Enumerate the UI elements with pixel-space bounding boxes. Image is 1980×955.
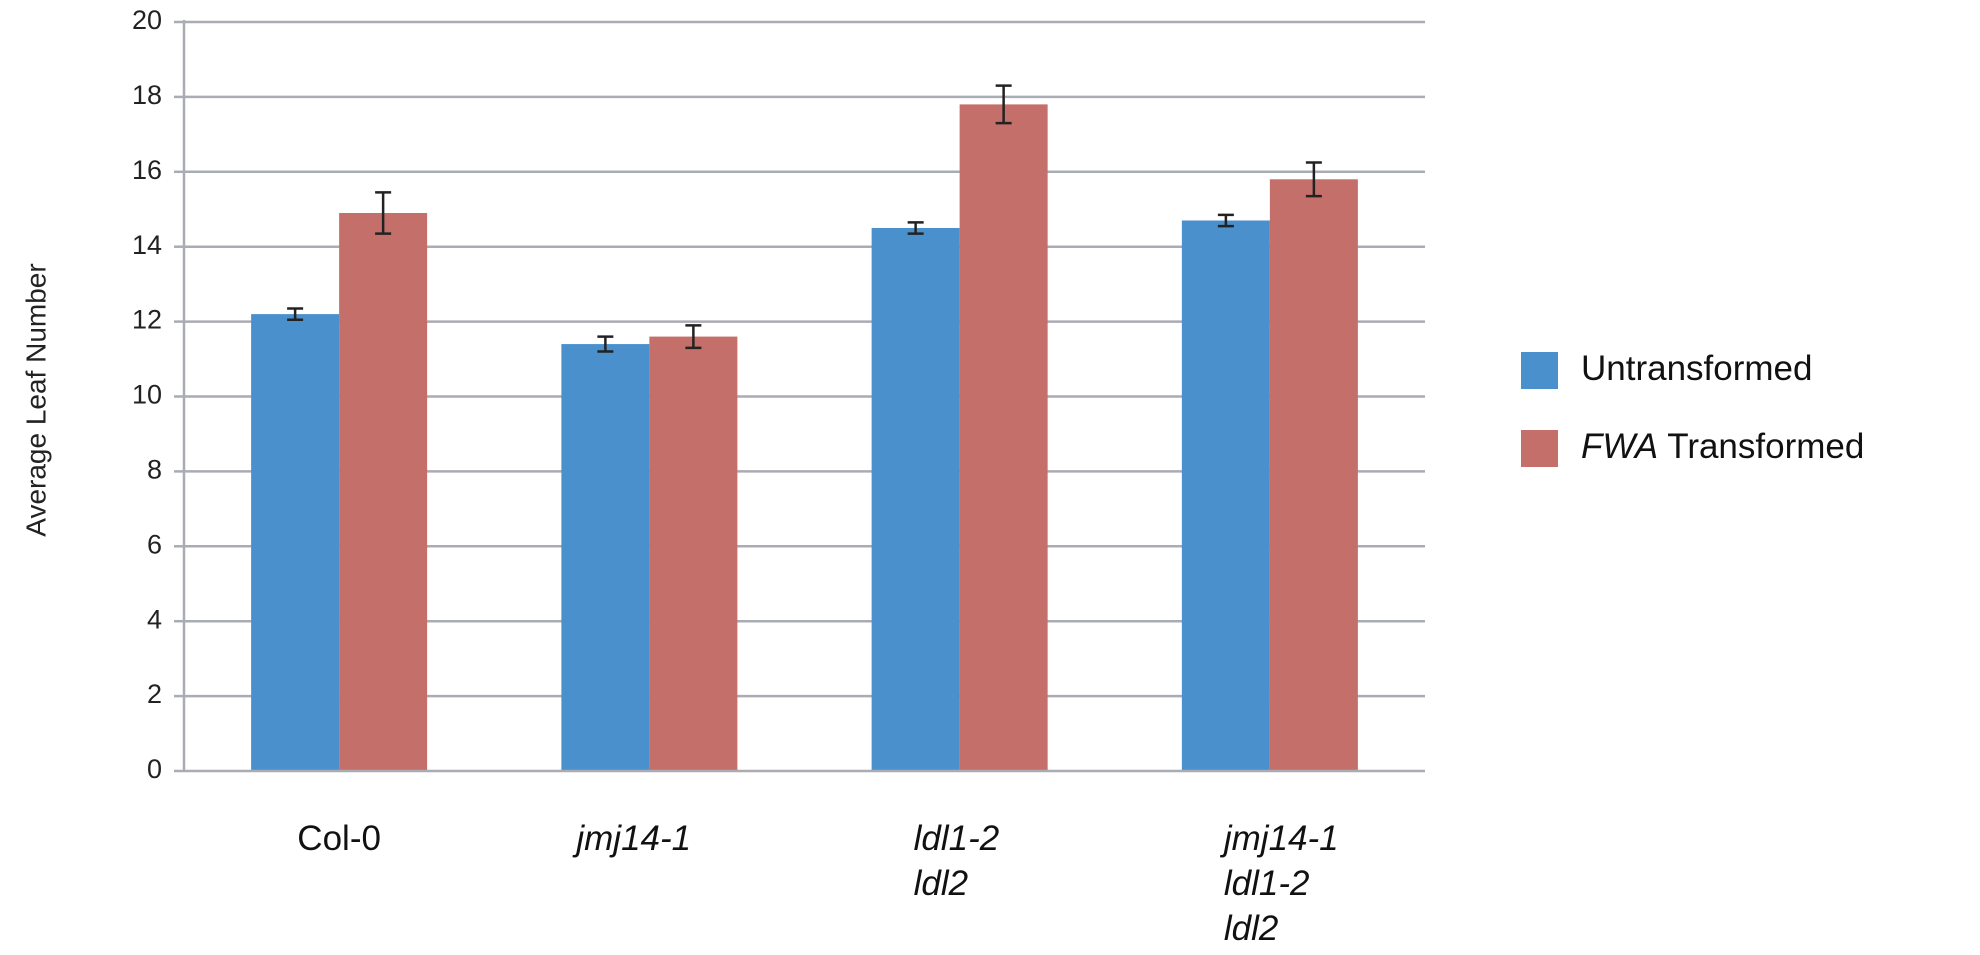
legend-swatch: [1521, 352, 1558, 389]
bar: [561, 344, 650, 771]
y-tick-labels: 0 2 4 6 8 10 12 14 16 18 20: [132, 5, 162, 784]
y-tick-label: 8: [147, 455, 162, 485]
category-label: jmj14-1: [572, 819, 691, 858]
bar: [959, 104, 1048, 771]
y-tick-label: 18: [132, 80, 162, 110]
legend-swatch: [1521, 430, 1558, 467]
legend-label: FWA Transformed: [1581, 427, 1864, 466]
axes: [174, 20, 1425, 773]
y-tick-label: 0: [147, 754, 162, 784]
bar: [251, 314, 340, 771]
bar: [339, 212, 428, 771]
y-tick-label: 6: [147, 529, 162, 559]
category-label: Col-0: [297, 819, 381, 858]
y-tick-label: 10: [132, 380, 162, 410]
y-tick-label: 16: [132, 155, 162, 185]
bar: [871, 227, 960, 772]
bars: [251, 84, 1358, 772]
category-label: ldl1-2 ldl2: [914, 819, 1000, 903]
bar: [1181, 220, 1270, 772]
y-tick-label: 2: [147, 679, 162, 709]
y-tick-label: 20: [132, 5, 162, 35]
legend: Untransformed FWA Transformed: [1521, 349, 1864, 467]
bar: [649, 336, 738, 771]
legend-label: Untransformed: [1581, 349, 1812, 388]
y-axis-label: Average Leaf Number: [20, 263, 51, 536]
y-tick-label: 14: [132, 230, 162, 260]
y-tick-label: 4: [147, 604, 162, 634]
bar: [1269, 179, 1358, 772]
y-tick-label: 12: [132, 305, 162, 335]
category-label: jmj14-1 ldl1-2 ldl2: [1220, 819, 1339, 948]
